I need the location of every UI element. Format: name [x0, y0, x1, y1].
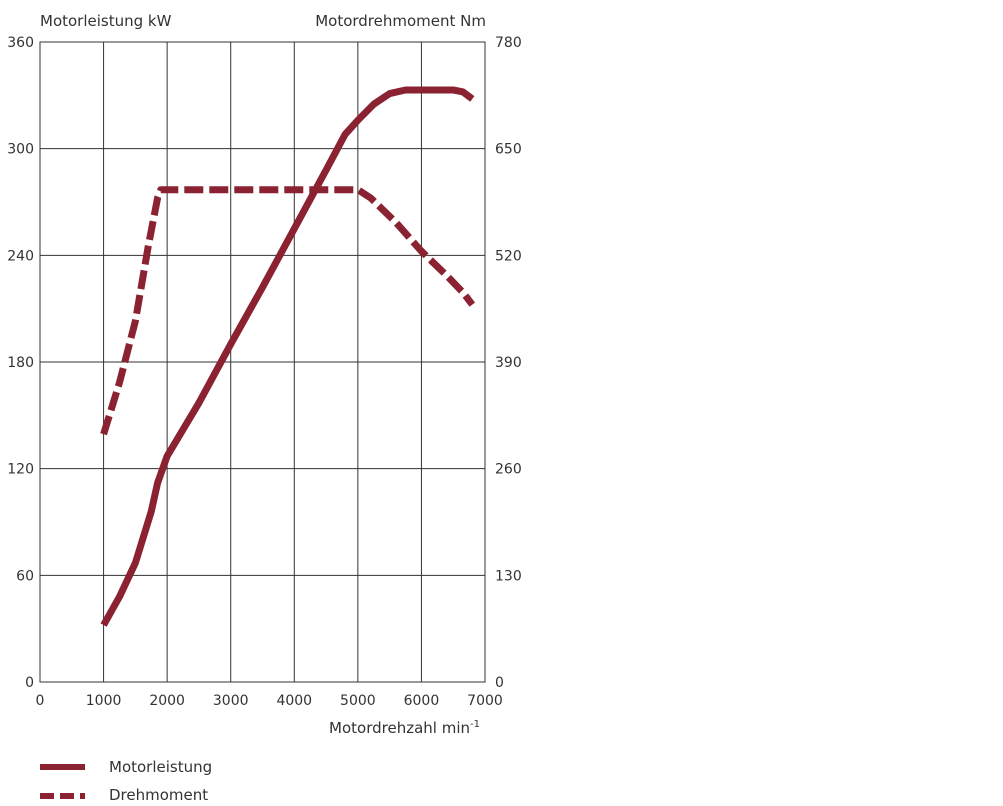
y-right-tick-label: 780	[495, 35, 522, 51]
x-tick-label: 6000	[404, 693, 440, 709]
y-right-tick-label: 520	[495, 248, 522, 264]
y-left-tick-label: 360	[7, 35, 34, 51]
y-right-axis-label: Motordrehmoment Nm	[315, 12, 486, 30]
series-line-motorleistung	[100, 86, 475, 627]
y-left-tick-label: 60	[16, 568, 34, 584]
y-right-ticks: 0 130 260 390 520 650 780	[495, 35, 522, 691]
series-lines	[100, 86, 476, 627]
x-tick-label: 7000	[467, 693, 503, 709]
y-left-tick-label: 120	[7, 462, 34, 478]
legend-label-drehmoment: Drehmoment	[109, 786, 208, 804]
x-axis-label: Motordrehzahl min-1	[329, 719, 480, 737]
y-right-tick-label: 130	[495, 568, 522, 584]
y-right-tick-label: 0	[495, 675, 504, 691]
x-tick-label: 1000	[86, 693, 122, 709]
x-ticks: 0 1000 2000 3000 4000 5000 6000 7000	[36, 693, 503, 709]
x-tick-label: 4000	[276, 693, 312, 709]
y-left-ticks: 0 60 120 180 240 300 360	[7, 35, 34, 691]
x-tick-label: 5000	[340, 693, 376, 709]
x-axis-label-sup: -1	[470, 719, 480, 730]
y-left-tick-label: 240	[7, 248, 34, 264]
legend: Motorleistung Drehmoment	[40, 758, 212, 804]
x-tick-label: 0	[36, 693, 45, 709]
legend-label-motorleistung: Motorleistung	[109, 758, 212, 776]
y-left-tick-label: 180	[7, 355, 34, 371]
x-tick-label: 2000	[149, 693, 185, 709]
y-left-tick-label: 300	[7, 142, 34, 158]
y-right-tick-label: 260	[495, 462, 522, 478]
y-left-axis-label: Motorleistung kW	[40, 12, 172, 30]
series-line-drehmoment	[100, 186, 476, 436]
y-right-tick-label: 390	[495, 355, 522, 371]
y-left-tick-label: 0	[25, 675, 34, 691]
x-tick-label: 3000	[213, 693, 249, 709]
grid	[39, 41, 486, 683]
y-right-tick-label: 650	[495, 142, 522, 158]
x-axis-label-text: Motordrehzahl min	[329, 719, 470, 737]
